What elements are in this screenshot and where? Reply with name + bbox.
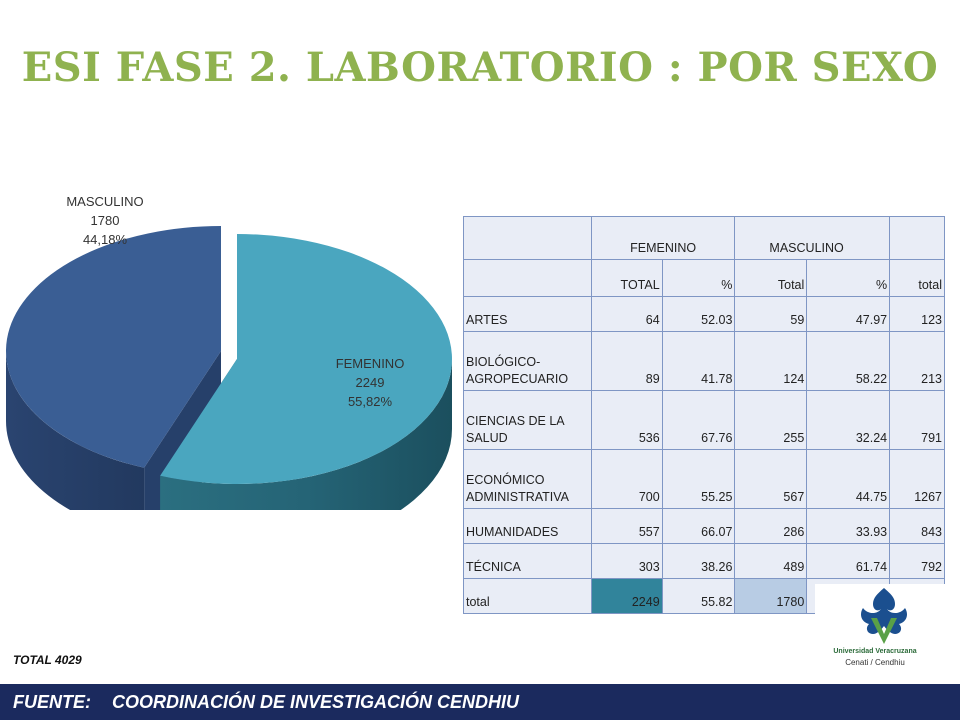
university-logo: Universidad Veracruzana Cenati / Cendhiu	[815, 584, 953, 684]
table-cell: 59	[734, 296, 808, 332]
table-cell: 1780	[734, 578, 808, 614]
table-header-cell	[889, 216, 945, 260]
table-row-label: ARTES	[463, 296, 592, 332]
table-cell: 123	[889, 296, 945, 332]
table-cell: 38.26	[661, 543, 736, 579]
table-row: ARTES 64 52.03 59 47.97 123	[463, 296, 945, 332]
table-row-label: CIENCIAS DE LA SALUD	[463, 390, 592, 450]
pie-chart	[0, 180, 460, 554]
total-note: TOTAL 4029	[13, 653, 82, 667]
table-cell: 791	[889, 390, 945, 450]
table-header-cell	[463, 216, 592, 260]
table-header-cell: %	[806, 259, 891, 297]
pie-slice-masculino	[5, 226, 221, 468]
pie-slice-femenino-side	[160, 359, 453, 554]
table-cell: 58.22	[806, 331, 891, 391]
table-header-cell: %	[661, 259, 736, 297]
table-cell: 41.78	[661, 331, 736, 391]
slide-title: ESI FASE 2. LABORATORIO : POR SEXO	[21, 44, 939, 91]
footer-source-label: FUENTE:	[13, 692, 91, 712]
table-cell: 124	[734, 331, 808, 391]
table-cell: 32.24	[806, 390, 891, 450]
table-cell: 536	[590, 390, 663, 450]
table-cell: 33.93	[806, 508, 891, 544]
table-cell: 843	[889, 508, 945, 544]
table-cell: 567	[734, 449, 808, 509]
pie-label-femenino: FEMENINO 2249 55,82%	[300, 354, 440, 411]
table-row: BIOLÓGICO- AGROPECUARIO 89 41.78 124 58.22 21…	[463, 331, 945, 391]
table-cell: 700	[590, 449, 663, 509]
logo-text-university: Universidad Veracruzana	[833, 648, 917, 655]
table-cell: 47.97	[806, 296, 891, 332]
pie-slice-femenino	[160, 234, 453, 484]
table-row: ECONÓMICO ADMINISTRATIVA 700 55.25 567 44.75…	[463, 449, 945, 509]
table-row-label: HUMANIDADES	[463, 508, 592, 544]
pie-label-femenino-name: FEMENINO	[335, 356, 405, 371]
table-cell: 303	[590, 543, 663, 579]
table-group-header-row: FEMENINO MASCULINO	[463, 216, 945, 260]
table-cell: 792	[889, 543, 945, 579]
table-row: TÉCNICA 303 38.26 489 61.74 792	[463, 543, 945, 579]
logo-emblem-icon	[861, 588, 907, 644]
pie-label-masculino-name: MASCULINO	[66, 194, 144, 209]
table-row-label: BIOLÓGICO- AGROPECUARIO	[463, 331, 592, 391]
table-row-label: TÉCNICA	[463, 543, 592, 579]
table-row: HUMANIDADES 557 66.07 286 33.93 843	[463, 508, 945, 544]
pie-label-masculino-percent: 44,18%	[82, 232, 128, 247]
table-cell: 255	[734, 390, 808, 450]
footer-source-text: COORDINACIÓN DE INVESTIGACIÓN CENDHIU	[112, 692, 520, 712]
table-column-header-row: TOTAL % Total % total	[463, 259, 945, 297]
table-header-cell: Total	[734, 259, 808, 297]
table-cell: 64	[590, 296, 663, 332]
table-cell: 55.25	[661, 449, 736, 509]
table-header-cell	[463, 259, 592, 297]
table-cell: 213	[889, 331, 945, 391]
table-cell: 2249	[590, 578, 663, 614]
pie-label-femenino-value: 2249	[355, 375, 385, 390]
table-cell: 52.03	[661, 296, 736, 332]
table-cell: 55.82	[661, 578, 736, 614]
table-header-femenino: FEMENINO	[590, 216, 736, 260]
table-cell: 1267	[889, 449, 945, 509]
pie-chart-svg	[5, 226, 453, 554]
table-cell: 44.75	[806, 449, 891, 509]
table-cell: 61.74	[806, 543, 891, 579]
logo-text-cenati: Cenati / Cendhiu	[845, 658, 905, 667]
table-cell: 67.76	[661, 390, 736, 450]
table-header-cell: TOTAL	[590, 259, 663, 297]
table-row-label: ECONÓMICO ADMINISTRATIVA	[463, 449, 592, 509]
pie-label-masculino-value: 1780	[90, 213, 120, 228]
table-cell: 89	[590, 331, 663, 391]
table-cell: 557	[590, 508, 663, 544]
table-cell: 286	[734, 508, 808, 544]
pie-slice-masculino-side	[5, 351, 145, 538]
footer-bar: FUENTE: COORDINACIÓN DE INVESTIGACIÓN CE…	[0, 684, 960, 720]
table-header-cell: total	[889, 259, 945, 297]
table-row-label: total	[463, 578, 592, 614]
pie-label-femenino-percent: 55,82%	[347, 394, 393, 409]
table-header-masculino: MASCULINO	[734, 216, 891, 260]
table-row: CIENCIAS DE LA SALUD 536 67.76 255 32.24 791	[463, 390, 945, 450]
data-table: FEMENINO MASCULINO TOTAL % Total % total…	[463, 216, 945, 614]
table-cell: 489	[734, 543, 808, 579]
pie-label-masculino: MASCULINO 1780 44,18%	[40, 192, 170, 249]
table-cell: 66.07	[661, 508, 736, 544]
